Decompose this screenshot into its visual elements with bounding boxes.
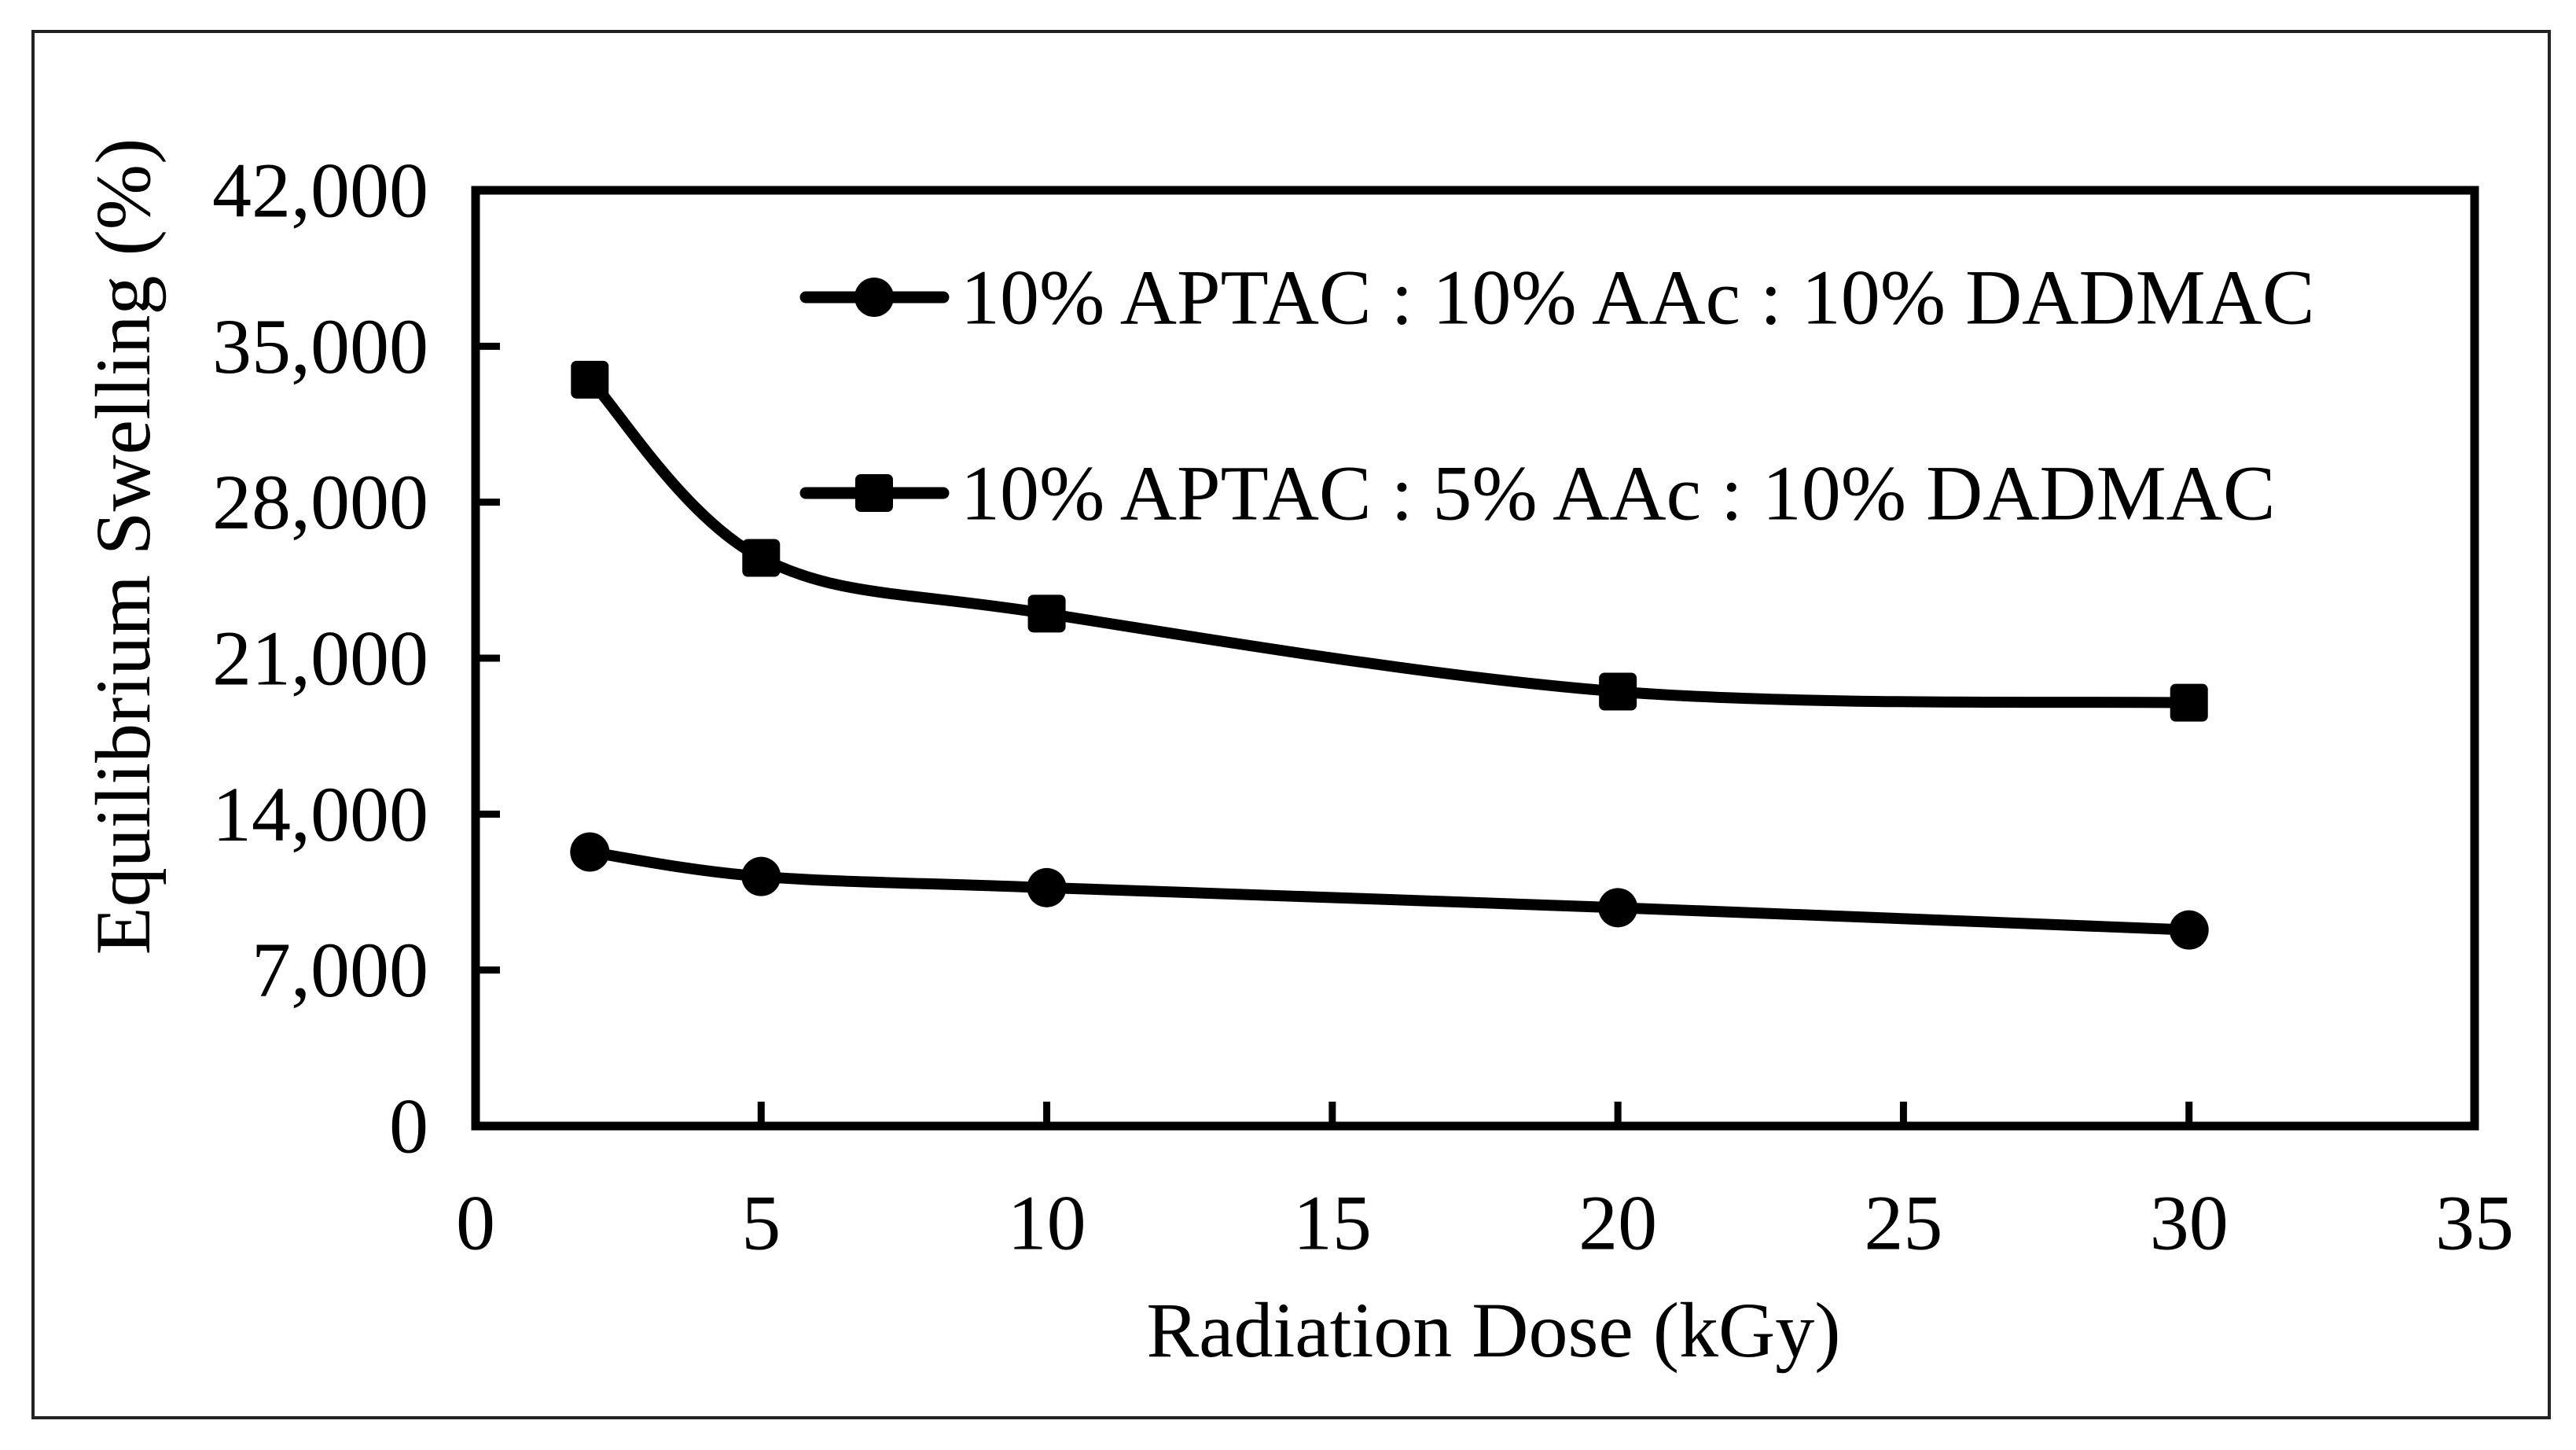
figure-frame (31, 30, 2551, 1419)
legend-square-marker (855, 474, 893, 512)
y-tick-label: 7,000 (252, 926, 428, 1014)
y-tick-label: 14,000 (212, 771, 428, 858)
x-tick-label: 5 (741, 1180, 781, 1267)
plot-border (471, 186, 2479, 1131)
legend-label: 10% APTAC : 10% AAc : 10% DADMAC (961, 254, 2315, 341)
data-point-square (2170, 683, 2208, 722)
x-tick-label: 15 (1293, 1180, 1372, 1267)
x-tick-label: 25 (1864, 1180, 1942, 1267)
x-tick-label: 10 (1008, 1180, 1086, 1267)
data-point-square (742, 539, 781, 577)
data-point-circle (570, 832, 610, 872)
data-point-square (1027, 594, 1066, 633)
data-point-square (1599, 672, 1637, 711)
data-point-circle (1598, 888, 1638, 928)
x-axis-title: Radiation Dose (kGy) (1146, 1286, 1841, 1374)
legend-circle-marker (854, 278, 894, 317)
series-line-0 (584, 846, 2195, 936)
y-axis-title: Equilibrium Swelling (%) (79, 138, 167, 955)
legend-label: 10% APTAC : 5% AAc : 10% DADMAC (961, 450, 2276, 537)
y-tick-label: 0 (389, 1083, 428, 1170)
data-point-circle (1027, 867, 1067, 907)
series-line-1 (584, 374, 2195, 708)
x-tick-label: 30 (2150, 1180, 2229, 1267)
data-point-circle (2169, 910, 2209, 950)
x-tick-label: 35 (2435, 1180, 2514, 1267)
y-tick-label: 42,000 (212, 147, 428, 234)
y-tick-label: 35,000 (212, 303, 428, 390)
y-tick-label: 21,000 (212, 615, 428, 702)
x-tick-label: 0 (456, 1180, 495, 1267)
y-tick-label: 28,000 (212, 458, 428, 546)
data-point-circle (741, 856, 781, 896)
x-tick-label: 20 (1578, 1180, 1657, 1267)
data-point-square (571, 360, 609, 399)
